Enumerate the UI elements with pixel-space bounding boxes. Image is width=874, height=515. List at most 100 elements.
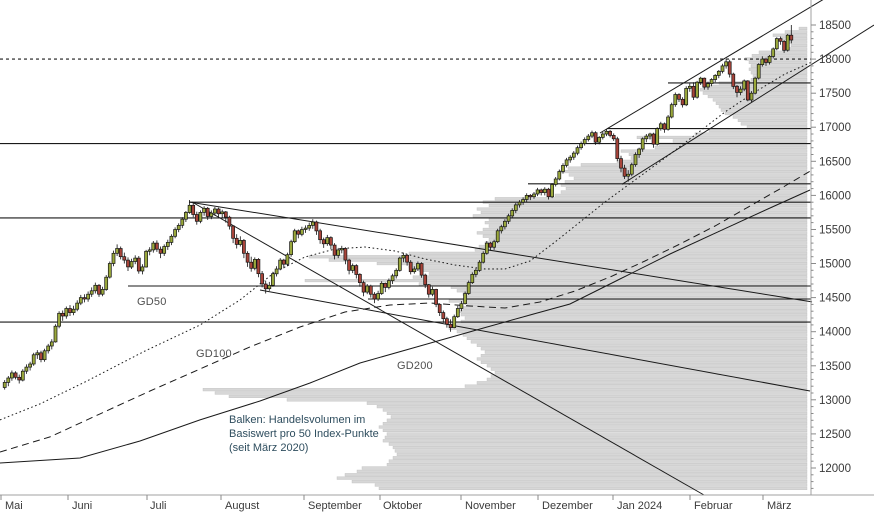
candle-bear (528, 195, 533, 198)
candle-bear (126, 259, 130, 268)
GD100-curve (0, 169, 813, 453)
y-axis-label: 18500 (819, 20, 851, 32)
candle-bear (419, 263, 424, 276)
candle-bull (756, 64, 761, 79)
candle-bear (343, 248, 348, 261)
volume-bar (456, 309, 808, 313)
candle-bull (401, 254, 406, 259)
candle-bull (484, 242, 489, 254)
candles (2, 25, 794, 390)
volume-bar (780, 37, 808, 41)
candle-bull (176, 225, 181, 230)
candle-bull (713, 75, 718, 80)
candle-bear (314, 221, 319, 232)
volume-bar (356, 469, 808, 473)
candle-bull (107, 263, 112, 278)
candle-bull (669, 104, 674, 118)
volume-bar (488, 203, 808, 208)
candle-bear (764, 58, 768, 63)
candle-bull (579, 143, 583, 149)
downtrend-lows (259, 289, 811, 392)
volume-bar (470, 340, 808, 344)
candle-bear (97, 284, 101, 295)
candle-bull (28, 363, 32, 368)
volume-bar (344, 473, 808, 477)
volume-bar (554, 193, 808, 197)
candle-bull (412, 268, 417, 273)
volume-bar (482, 234, 808, 238)
candle-bear (608, 130, 612, 136)
candle-bear (423, 274, 428, 285)
axes (0, 0, 874, 496)
candle-bull (492, 241, 496, 248)
candle-bear (539, 189, 544, 193)
candle-bull (49, 341, 54, 347)
candle-bull (2, 382, 7, 388)
candle-bull (198, 212, 203, 222)
volume-bar (376, 405, 808, 409)
candle-bear (329, 237, 333, 246)
volume-bar (476, 207, 808, 211)
volume-bar (790, 43, 808, 47)
candle-bull (115, 248, 119, 254)
candle-bull (466, 282, 471, 294)
candle-bull (749, 92, 754, 101)
candle-bear (205, 207, 210, 217)
candle-bull (162, 246, 167, 254)
candle-bear (651, 133, 656, 145)
volume-bar (286, 398, 808, 402)
volume-annotation-line2: Basiswert pro 50 Index-Punkte (229, 428, 379, 440)
volume-bar (462, 306, 808, 310)
candle-bull (582, 139, 587, 144)
volume-bar (580, 163, 808, 167)
volume-annotation: Balken: Handelsvolumen im Basiswert pro … (229, 413, 379, 455)
candle-bull (100, 289, 105, 295)
volume-bar (750, 64, 808, 68)
candle-bull (561, 165, 565, 172)
y-axis-label: 18000 (819, 54, 851, 66)
volume-bar (480, 347, 808, 351)
candle-bull (532, 193, 536, 198)
candle-bull (716, 70, 721, 76)
volume-bar (750, 71, 808, 75)
candle-bull (303, 227, 308, 230)
volume-bar (388, 459, 808, 463)
candle-bear (347, 259, 351, 271)
month-label: Juni (72, 500, 92, 512)
gd200-label: GD200 (397, 360, 433, 372)
volume-bar (708, 129, 808, 133)
candle-bull (640, 138, 645, 150)
volume-bar (784, 30, 808, 34)
volume-bar (715, 101, 808, 105)
candle-bear (296, 230, 301, 235)
candle-bull (53, 325, 58, 343)
candle-bull (503, 220, 507, 228)
volume-bar (351, 480, 808, 484)
candle-bear (122, 256, 127, 261)
candle-bull (46, 345, 51, 352)
y-axis-label: 12500 (819, 429, 851, 441)
volume-bar (494, 371, 808, 375)
candle-bull (416, 263, 420, 270)
candle-bear (260, 273, 264, 285)
candle-bear (778, 38, 783, 42)
candle-bull (557, 171, 562, 180)
volume-profile (202, 26, 808, 491)
candle-bull (470, 274, 475, 283)
volume-bar (361, 466, 808, 470)
volume-bar (386, 463, 808, 467)
candle-bull (213, 208, 217, 214)
volume-bar (672, 139, 808, 143)
volume-bar (392, 446, 808, 450)
volume-bar (712, 98, 808, 102)
volume-annotation-line1: Balken: Handelsvolumen im (229, 414, 366, 426)
candle-bear (249, 261, 254, 269)
candle-bull (590, 132, 594, 137)
candle-bear (372, 293, 377, 300)
volume-bar (490, 367, 808, 371)
volume-bar (460, 313, 808, 317)
volume-bar (408, 251, 808, 255)
candle-bull (459, 303, 464, 309)
volume-bar (382, 422, 808, 426)
candle-bear (281, 259, 286, 265)
